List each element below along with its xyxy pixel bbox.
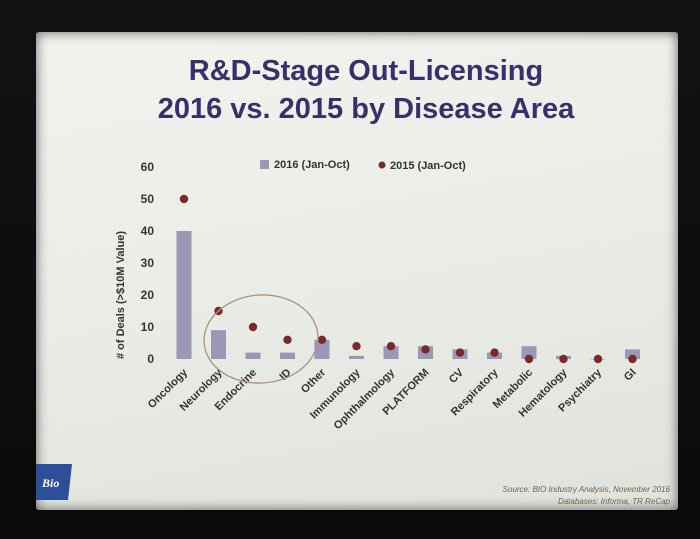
category-label-gi: GI: [622, 367, 639, 384]
highlight-ellipse: [203, 294, 319, 384]
dot-2015-platform: [421, 345, 430, 354]
y-tick-20: 20: [141, 288, 155, 302]
dot-2015-oncology: [179, 194, 189, 204]
bar-chart: R&D-Stage Out-Licensing 2016 vs. 2015 by…: [36, 55, 671, 506]
legend-label-2016: 2016 (Jan-Oct): [274, 159, 350, 171]
bar-2016-metabolic: [521, 346, 537, 359]
bar-2016-ophthalmology: [383, 346, 399, 359]
bar-2016-gi: [625, 349, 640, 359]
dot-2015-metabolic: [524, 354, 534, 364]
y-tick-0: 0: [147, 352, 154, 366]
bar-2016-oncology: [176, 231, 192, 359]
chart-title-line2: 2016 vs. 2015 by Disease Area: [158, 93, 575, 125]
y-axis-ticks: 0 10 20 30 40 50 60: [141, 160, 155, 366]
y-tick-40: 40: [141, 224, 155, 238]
bar-2016-neurology: [211, 330, 226, 359]
y-tick-60: 60: [141, 160, 155, 174]
dot-2015-id: [283, 335, 292, 344]
legend-label-2015: 2015 (Jan-Oct): [390, 160, 466, 172]
dot-2015-cv: [455, 348, 465, 357]
y-tick-50: 50: [141, 192, 155, 206]
dot-2015-other: [317, 335, 327, 344]
dot-2015-respiratory: [490, 348, 499, 357]
bio-logo: Bio: [36, 464, 72, 500]
category-label-cv: CV: [447, 366, 467, 386]
bar-series-2016: [176, 231, 640, 360]
bar-2016-other: [314, 339, 330, 359]
dot-series-2015: [179, 194, 637, 364]
legend-swatch-2016: [260, 160, 269, 169]
bar-2016-immunology: [349, 355, 364, 359]
dot-2015-ophthalmology: [386, 342, 396, 351]
dot-2015-hematology: [559, 354, 568, 364]
category-label-other: Other: [299, 366, 329, 396]
dot-2015-psychiatry: [593, 354, 603, 364]
bar-2016-endocrine: [245, 352, 261, 359]
dot-2015-gi: [628, 354, 637, 364]
y-tick-30: 30: [141, 256, 155, 270]
chart-legend: 2016 (Jan-Oct) 2015 (Jan-Oct): [260, 159, 466, 172]
presentation-slide: R&D-Stage Out-Licensing 2016 vs. 2015 by…: [36, 32, 678, 510]
y-tick-10: 10: [141, 320, 155, 334]
dot-2015-immunology: [352, 342, 361, 351]
chart-title-line1: R&D-Stage Out-Licensing: [189, 55, 543, 87]
bio-logo-text: Bio: [41, 476, 59, 490]
dot-2015-endocrine: [248, 322, 258, 332]
y-axis-label: # of Deals (>$10M Value): [115, 231, 127, 359]
database-note: Databases: Informa, TR ReCap: [558, 497, 671, 506]
source-note: Source: BIO Industry Analysis, November …: [503, 485, 671, 494]
legend-dot-2015: [378, 161, 386, 169]
category-label-ophthalmology: Ophthalmology: [332, 366, 398, 432]
bar-2016-id: [280, 352, 295, 359]
